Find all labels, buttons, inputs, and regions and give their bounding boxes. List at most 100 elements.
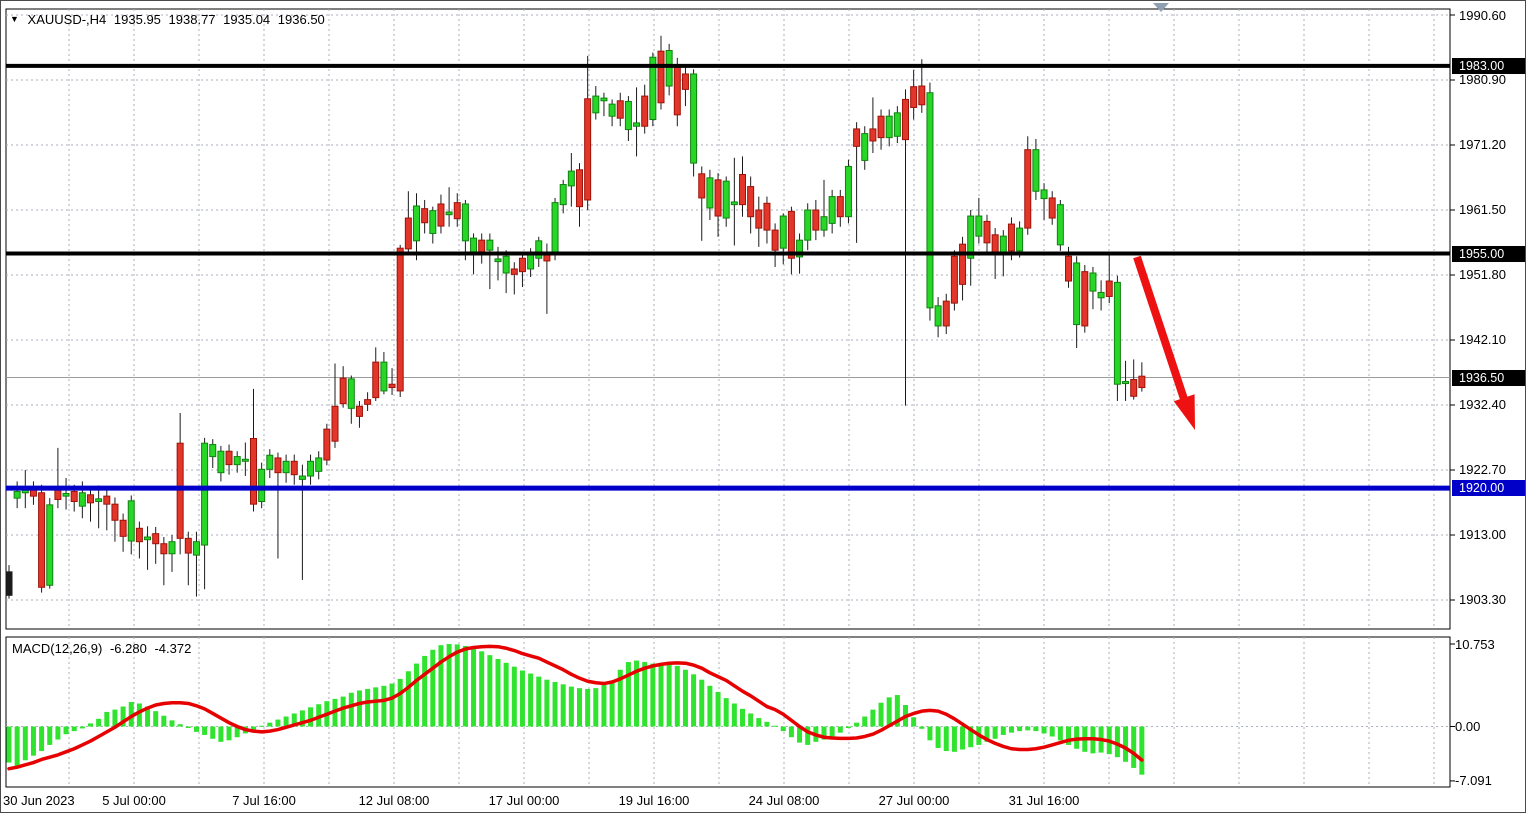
macd-histogram-bar — [88, 723, 93, 727]
macd-histogram-bar — [870, 709, 876, 727]
candle — [1032, 149, 1040, 192]
candle — [225, 450, 233, 466]
macd-histogram-bar — [471, 648, 477, 727]
macd-histogram-bar — [968, 726, 974, 748]
candle — [633, 122, 641, 127]
macd-histogram-bar — [112, 709, 118, 727]
candle — [307, 460, 315, 477]
macd-histogram-bar — [674, 665, 680, 727]
candle — [739, 173, 746, 206]
macd-histogram-bar — [1049, 726, 1055, 737]
candle — [413, 205, 420, 242]
macd-histogram-bar — [462, 645, 468, 727]
price-axis-tick-label: 1903.30 — [1459, 592, 1506, 608]
candle — [1024, 149, 1032, 229]
macd-histogram-bar — [577, 688, 582, 727]
highlighted-price-label: 1983.00 — [1452, 57, 1525, 74]
candle — [152, 533, 160, 545]
candle — [698, 173, 706, 199]
candle — [755, 209, 763, 229]
candle — [461, 203, 469, 242]
time-axis-label: 5 Jul 00:00 — [102, 793, 166, 808]
trend-arrow-head-icon[interactable] — [1173, 394, 1195, 430]
macd-histogram-bar — [878, 702, 884, 727]
trend-arrow-shaft[interactable] — [1133, 255, 1188, 401]
candle — [747, 186, 755, 218]
candle — [690, 73, 698, 164]
macd-histogram-bar — [153, 711, 159, 727]
time-axis-label: 31 Jul 16:00 — [1008, 793, 1080, 808]
candle — [559, 184, 567, 206]
macd-histogram-bar — [6, 726, 12, 763]
macd-histogram-bar — [748, 713, 754, 727]
macd-histogram-bar — [39, 726, 45, 752]
macd-histogram-bar — [22, 726, 28, 761]
candle — [510, 268, 518, 275]
macd-histogram-bar — [397, 678, 403, 727]
macd-histogram-bar — [487, 655, 493, 727]
chart-title: ▼ XAUUSD-,H4 1935.95 1938.77 1935.04 193… — [10, 12, 329, 27]
candle — [315, 457, 323, 472]
price-axis-tick-label: 1942.10 — [1459, 332, 1506, 348]
macd-histogram-bar — [1025, 726, 1031, 731]
candle — [991, 234, 999, 254]
price-axis-tick-label: 1932.40 — [1459, 397, 1506, 413]
candle — [298, 475, 306, 480]
highlighted-price-label: 1955.00 — [1452, 245, 1525, 262]
candle — [46, 504, 54, 586]
macd-histogram-bar — [927, 726, 933, 741]
candle — [380, 361, 388, 392]
main-chart-panel[interactable] — [5, 8, 1451, 630]
time-axis-label: 19 Jul 16:00 — [618, 793, 690, 808]
candle — [445, 211, 453, 216]
macd-histogram-bar — [234, 726, 240, 738]
macd-histogram-bar — [356, 690, 362, 727]
candle — [1105, 280, 1113, 297]
candle — [934, 305, 942, 327]
macd-histogram-bar — [519, 670, 525, 727]
candle — [706, 177, 714, 209]
candle — [836, 196, 844, 218]
macd-histogram-bar — [218, 726, 224, 742]
macd-histogram-bar — [797, 726, 803, 743]
candle — [1040, 189, 1048, 200]
candle — [828, 196, 836, 224]
candle — [201, 442, 209, 546]
candle — [250, 438, 257, 505]
candle — [421, 208, 429, 224]
symbol-dropdown-icon[interactable]: ▼ — [10, 14, 19, 24]
candle — [861, 133, 869, 161]
candle — [274, 457, 282, 474]
macd-histogram-bar — [528, 673, 534, 727]
candle — [714, 179, 722, 217]
macd-histogram-bar — [992, 726, 998, 739]
macd-histogram-bar — [381, 685, 387, 727]
candle — [567, 170, 575, 187]
candle — [592, 95, 600, 114]
price-axis-tick-label: 1990.60 — [1459, 7, 1506, 23]
candle — [918, 85, 926, 106]
candle — [681, 73, 689, 90]
macd-histogram-bar — [625, 662, 631, 727]
macd-histogram-bar — [104, 711, 110, 727]
candle — [1065, 255, 1072, 282]
macd-histogram-bar — [1041, 726, 1047, 734]
candle — [796, 239, 804, 258]
candle — [1073, 262, 1081, 326]
macd-histogram-bar — [96, 718, 102, 727]
macd-axis-tick-label: 0.00 — [1455, 719, 1481, 734]
candle — [551, 202, 559, 254]
candle — [975, 215, 983, 237]
candle — [233, 456, 241, 466]
macd-histogram-bar — [185, 726, 191, 729]
scroll-position-marker-icon[interactable] — [1153, 3, 1169, 12]
macd-histogram-bar — [373, 687, 379, 727]
candle — [429, 210, 437, 234]
macd-signal-value: -4.372 — [154, 641, 192, 656]
macd-histogram-bar — [47, 726, 53, 745]
macd-histogram-bar — [145, 706, 151, 727]
candle — [1048, 197, 1056, 219]
macd-histogram-bar — [935, 726, 941, 748]
candle — [1089, 272, 1097, 292]
